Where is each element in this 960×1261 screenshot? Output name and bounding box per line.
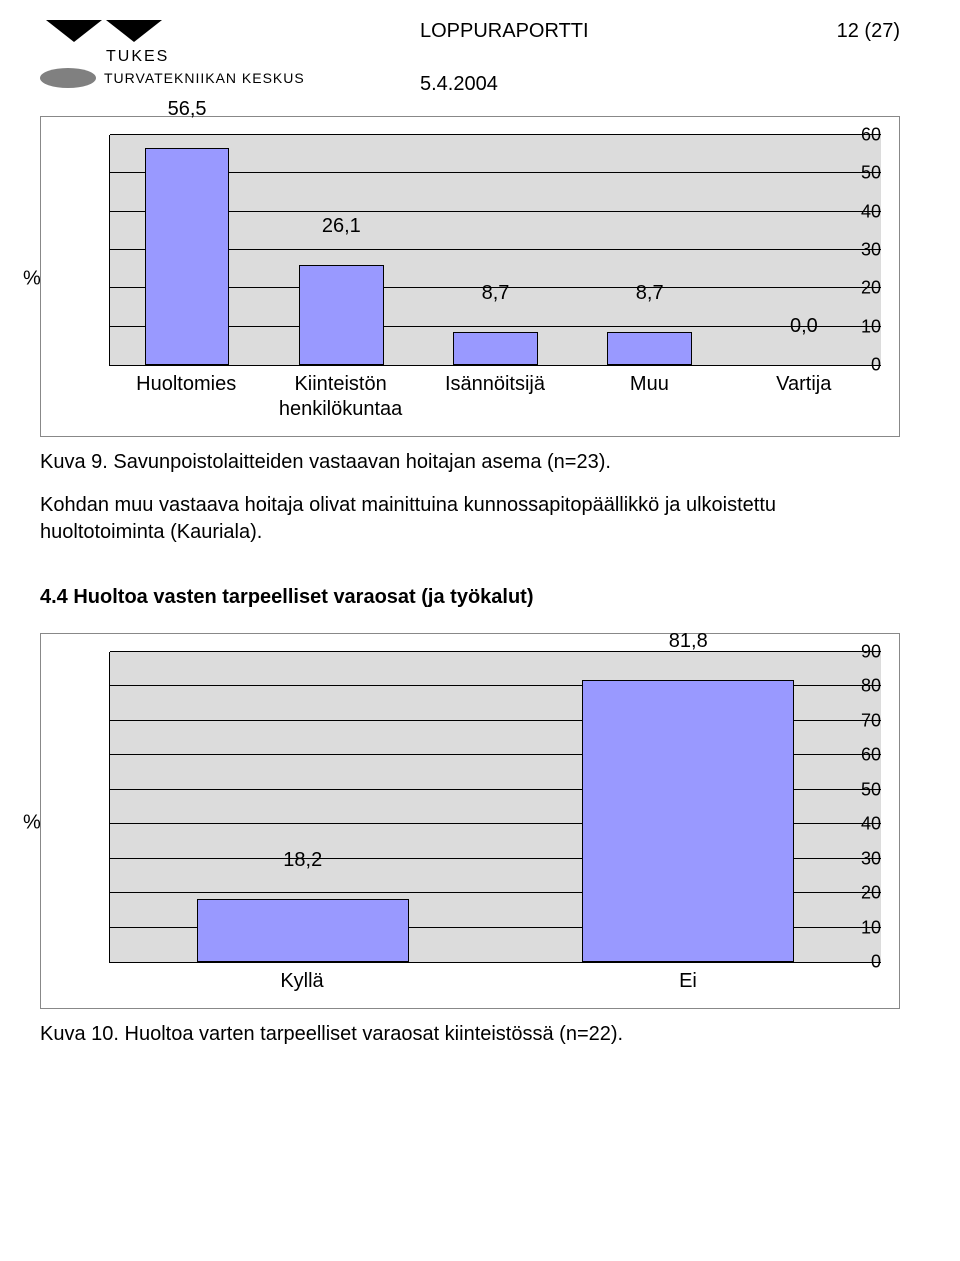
bar-value-label: 26,1 bbox=[322, 215, 361, 238]
bar-value-label: 8,7 bbox=[636, 282, 664, 305]
x-axis-label: Isännöitsijä bbox=[418, 372, 572, 422]
y-tick-label: 20 bbox=[861, 278, 881, 299]
page-header: TUKES TURVATEKNIIKAN KESKUS LOPPURAPORTT… bbox=[40, 20, 900, 96]
chart1-caption: Kuva 9. Savunpoistolaitteiden vastaavan … bbox=[40, 451, 900, 474]
chart1-container: % 010203040506056,526,18,78,70,0 Huoltom… bbox=[40, 116, 900, 437]
bar-value-label: 0,0 bbox=[790, 315, 818, 338]
chart1: % 010203040506056,526,18,78,70,0 Huoltom… bbox=[59, 135, 881, 422]
y-tick-label: 60 bbox=[861, 125, 881, 146]
bar-value-label: 81,8 bbox=[669, 630, 708, 653]
chart-bar bbox=[197, 899, 409, 962]
logo-main-text: TUKES bbox=[106, 48, 340, 66]
chart-bar bbox=[453, 332, 538, 365]
y-tick-label: 40 bbox=[861, 814, 881, 835]
chart2: % 010203040506070809018,281,8 KylläEi bbox=[59, 652, 881, 994]
chart-bar bbox=[299, 265, 384, 365]
report-date: 5.4.2004 bbox=[420, 73, 837, 96]
chart1-x-labels: HuoltomiesKiinteistönhenkilökuntaaIsännö… bbox=[109, 372, 881, 422]
header-center: LOPPURAPORTTI 5.4.2004 bbox=[340, 20, 837, 96]
bar-value-label: 8,7 bbox=[482, 282, 510, 305]
chart1-y-title: % bbox=[23, 267, 41, 290]
chart2-container: % 010203040506070809018,281,8 KylläEi bbox=[40, 633, 900, 1009]
y-tick-label: 30 bbox=[861, 848, 881, 869]
x-axis-label: Kyllä bbox=[109, 969, 495, 994]
triangle-icon bbox=[46, 20, 102, 42]
page-number: 12 (27) bbox=[837, 20, 900, 43]
y-tick-label: 90 bbox=[861, 642, 881, 663]
y-tick-label: 30 bbox=[861, 240, 881, 261]
chart2-y-title: % bbox=[23, 812, 41, 835]
chart2-plot-area: 010203040506070809018,281,8 bbox=[109, 652, 881, 963]
y-tick-label: 10 bbox=[861, 316, 881, 337]
page: TUKES TURVATEKNIIKAN KESKUS LOPPURAPORTT… bbox=[0, 0, 960, 1104]
report-title: LOPPURAPORTTI bbox=[420, 20, 837, 43]
x-axis-label: Huoltomies bbox=[109, 372, 263, 422]
paragraph-1: Kohdan muu vastaava hoitaja olivat maini… bbox=[40, 492, 900, 546]
gridline bbox=[110, 651, 881, 652]
x-axis-label: Kiinteistönhenkilökuntaa bbox=[263, 372, 417, 422]
y-tick-label: 80 bbox=[861, 676, 881, 697]
chart-bar bbox=[607, 332, 692, 365]
bar-value-label: 56,5 bbox=[168, 98, 207, 121]
y-tick-label: 20 bbox=[861, 883, 881, 904]
chart2-caption: Kuva 10. Huoltoa varten tarpeelliset var… bbox=[40, 1023, 900, 1046]
bar-value-label: 18,2 bbox=[283, 849, 322, 872]
section-title: 4.4 Huoltoa vasten tarpeelliset varaosat… bbox=[40, 586, 900, 609]
y-tick-label: 0 bbox=[871, 952, 881, 973]
y-tick-label: 60 bbox=[861, 745, 881, 766]
chart-bar bbox=[582, 680, 794, 962]
y-tick-label: 70 bbox=[861, 710, 881, 731]
y-tick-label: 50 bbox=[861, 163, 881, 184]
chart2-x-labels: KylläEi bbox=[109, 969, 881, 994]
y-tick-label: 40 bbox=[861, 201, 881, 222]
x-axis-label: Vartija bbox=[727, 372, 881, 422]
logo-triangles bbox=[46, 20, 340, 42]
x-axis-label: Muu bbox=[572, 372, 726, 422]
y-tick-label: 10 bbox=[861, 917, 881, 938]
triangle-icon bbox=[106, 20, 162, 42]
gridline bbox=[110, 134, 881, 135]
logo-sub-text: TURVATEKNIIKAN KESKUS bbox=[104, 70, 305, 86]
logo-block: TUKES TURVATEKNIIKAN KESKUS bbox=[40, 20, 340, 88]
chart-bar bbox=[145, 148, 230, 365]
y-tick-label: 0 bbox=[871, 355, 881, 376]
chart1-plot-area: 010203040506056,526,18,78,70,0 bbox=[109, 135, 881, 366]
logo-ellipse-icon bbox=[40, 68, 96, 88]
y-tick-label: 50 bbox=[861, 779, 881, 800]
x-axis-label: Ei bbox=[495, 969, 881, 994]
